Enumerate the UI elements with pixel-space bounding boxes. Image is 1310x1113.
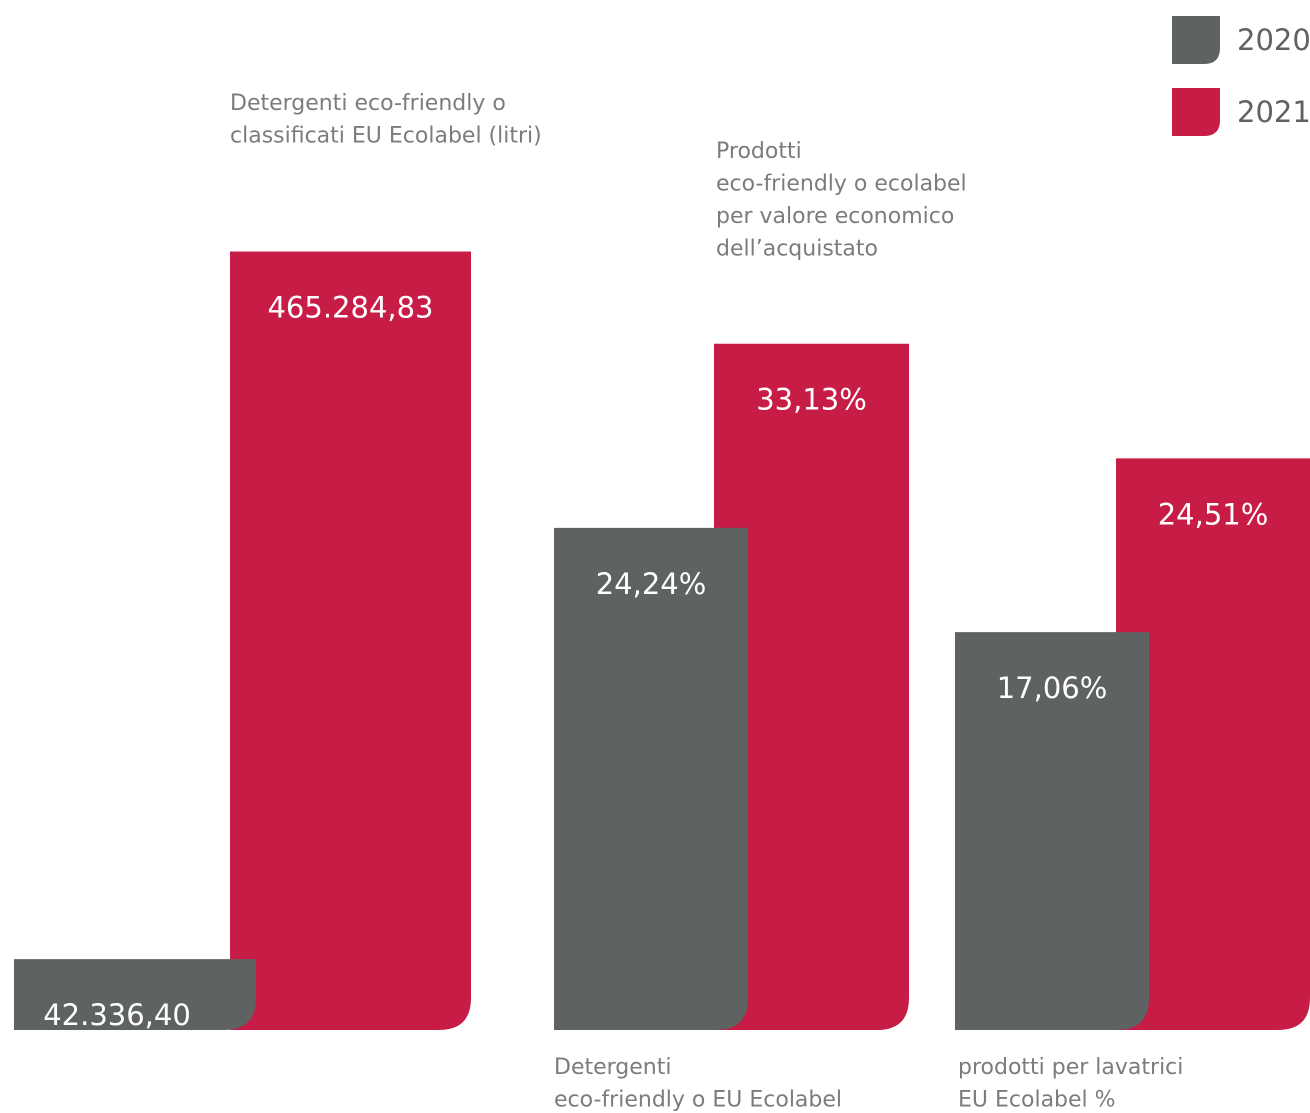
value-label: 17,06%: [997, 671, 1108, 705]
value-label: 465.284,83: [267, 291, 433, 325]
legend-label: 2021: [1237, 95, 1310, 129]
bar: [1116, 458, 1310, 1030]
group-label: dell’acquistato: [716, 237, 878, 262]
group-label: eco-friendly o EU Ecolabel: [554, 1088, 842, 1113]
bar: [554, 527, 748, 1030]
group-label: Detergenti: [554, 1055, 671, 1080]
bar: [14, 959, 256, 1030]
legend-label: 2020: [1237, 23, 1310, 57]
value-label: 24,51%: [1158, 497, 1269, 531]
value-label: 42.336,40: [43, 998, 191, 1032]
group-label: eco-friendly o ecolabel: [716, 172, 967, 197]
bar: [230, 251, 471, 1030]
group-label: per valore economico: [716, 204, 954, 229]
legend-swatch: [1172, 16, 1220, 64]
legend-swatch: [1172, 88, 1220, 136]
group-label: EU Ecolabel %: [958, 1088, 1116, 1113]
value-label: 33,13%: [756, 383, 867, 417]
group-label: prodotti per lavatrici: [958, 1055, 1183, 1080]
value-label: 24,24%: [596, 567, 707, 601]
group-label: Detergenti eco-friendly o: [230, 91, 506, 116]
bar: [955, 632, 1149, 1030]
group-label: Prodotti: [716, 139, 802, 164]
bar: [714, 343, 909, 1030]
group-label: classificati EU Ecolabel (litri): [230, 124, 542, 149]
